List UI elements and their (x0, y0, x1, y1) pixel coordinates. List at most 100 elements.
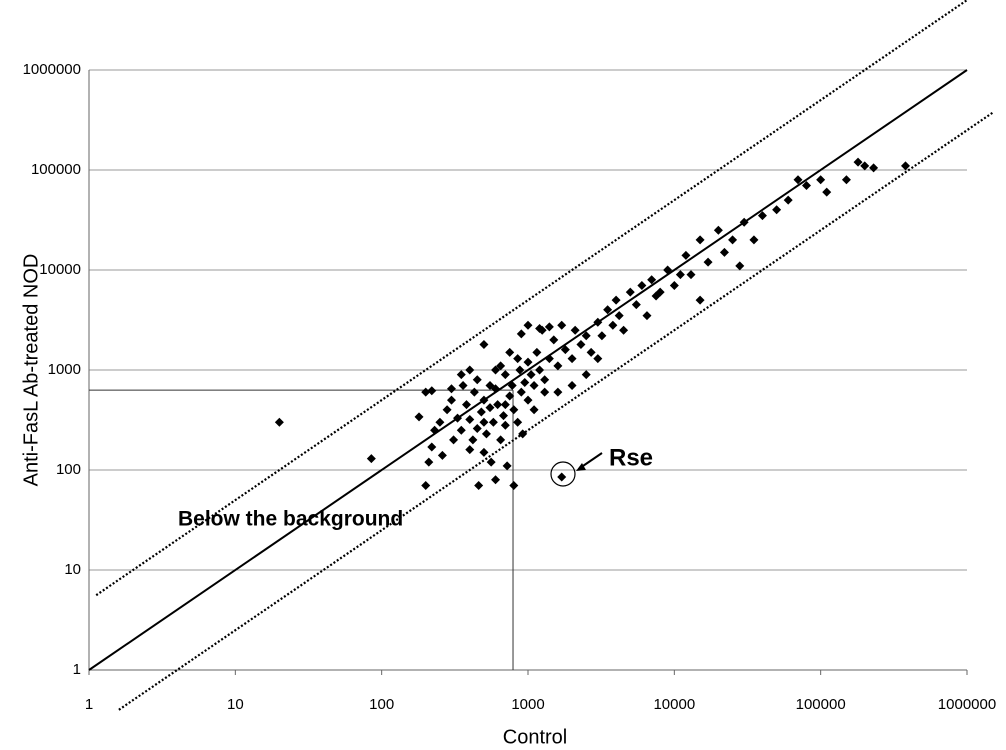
point (647, 275, 657, 285)
point (502, 461, 512, 471)
point (553, 387, 563, 397)
x-tick-label: 10000 (653, 696, 695, 713)
y-tick-label: 1000000 (23, 61, 81, 78)
y-tick-label: 10000 (39, 261, 81, 278)
point (822, 187, 832, 197)
point (516, 329, 526, 339)
point (739, 217, 749, 227)
y-tick-label: 100000 (31, 161, 81, 178)
point (507, 380, 517, 390)
point (619, 325, 629, 335)
x-tick-label: 100000 (796, 696, 846, 713)
point (435, 417, 445, 427)
point (515, 365, 525, 375)
point (625, 287, 635, 297)
highlight-circle (550, 461, 576, 487)
point (581, 370, 591, 380)
point (505, 391, 515, 401)
point (675, 270, 685, 280)
point (642, 311, 652, 321)
point (681, 250, 691, 260)
point (529, 405, 539, 415)
point (485, 403, 495, 413)
point (544, 354, 554, 364)
point (549, 335, 559, 345)
point (437, 450, 447, 460)
point (500, 400, 510, 410)
point (735, 261, 745, 271)
point (465, 445, 475, 455)
point (485, 380, 495, 390)
point (442, 405, 452, 415)
point (523, 320, 533, 330)
point (816, 175, 826, 185)
point (869, 163, 879, 173)
point (500, 420, 510, 430)
point (472, 424, 482, 434)
point (529, 380, 539, 390)
point (481, 429, 491, 439)
point (540, 375, 550, 385)
point (456, 425, 466, 435)
point (663, 265, 673, 275)
point (274, 417, 284, 427)
annotation: Below the background (178, 508, 403, 531)
point (614, 311, 624, 321)
arrow (579, 452, 603, 469)
point (479, 395, 489, 405)
point (532, 347, 542, 357)
arrow-head (576, 463, 586, 471)
point (557, 320, 567, 330)
points (274, 157, 911, 490)
y-tick-label: 10 (64, 561, 81, 578)
point (479, 339, 489, 349)
point (526, 370, 536, 380)
point (472, 375, 482, 385)
point (567, 354, 577, 364)
point (505, 347, 515, 357)
point (728, 235, 738, 245)
point (570, 325, 580, 335)
point (491, 365, 501, 375)
point (446, 395, 456, 405)
y-tick-label: 1000 (48, 361, 81, 378)
point (695, 235, 705, 245)
point (540, 387, 550, 397)
point (719, 247, 729, 257)
point (488, 417, 498, 427)
point (901, 161, 911, 171)
point (491, 475, 501, 485)
point (479, 447, 489, 457)
point (430, 425, 440, 435)
point (424, 457, 434, 467)
x-tick-label: 1000 (511, 696, 544, 713)
reference-lines (88, 0, 994, 711)
point (496, 361, 506, 371)
y-tick-label: 1 (73, 661, 81, 678)
x-tick-label: 100 (369, 696, 394, 713)
point (772, 205, 782, 215)
point (655, 287, 665, 297)
point (560, 345, 570, 355)
x-axis-label: Control (503, 726, 567, 748)
point (509, 405, 519, 415)
point (513, 354, 523, 364)
point (586, 347, 596, 357)
point (713, 225, 723, 235)
tick-labels: 1 10 100 1000 10000 100000 1000000 1 10 100 1000 10… (23, 61, 997, 713)
point (479, 417, 489, 427)
point (695, 295, 705, 305)
point (801, 180, 811, 190)
point (749, 235, 759, 245)
point (523, 395, 533, 405)
point (486, 457, 496, 467)
annotation: Rse (609, 444, 653, 471)
reference-line (95, 0, 968, 597)
x-tick-label: 1000000 (938, 696, 996, 713)
point (513, 417, 523, 427)
point (469, 387, 479, 397)
point (860, 161, 870, 171)
point (853, 157, 863, 167)
point (557, 472, 567, 482)
